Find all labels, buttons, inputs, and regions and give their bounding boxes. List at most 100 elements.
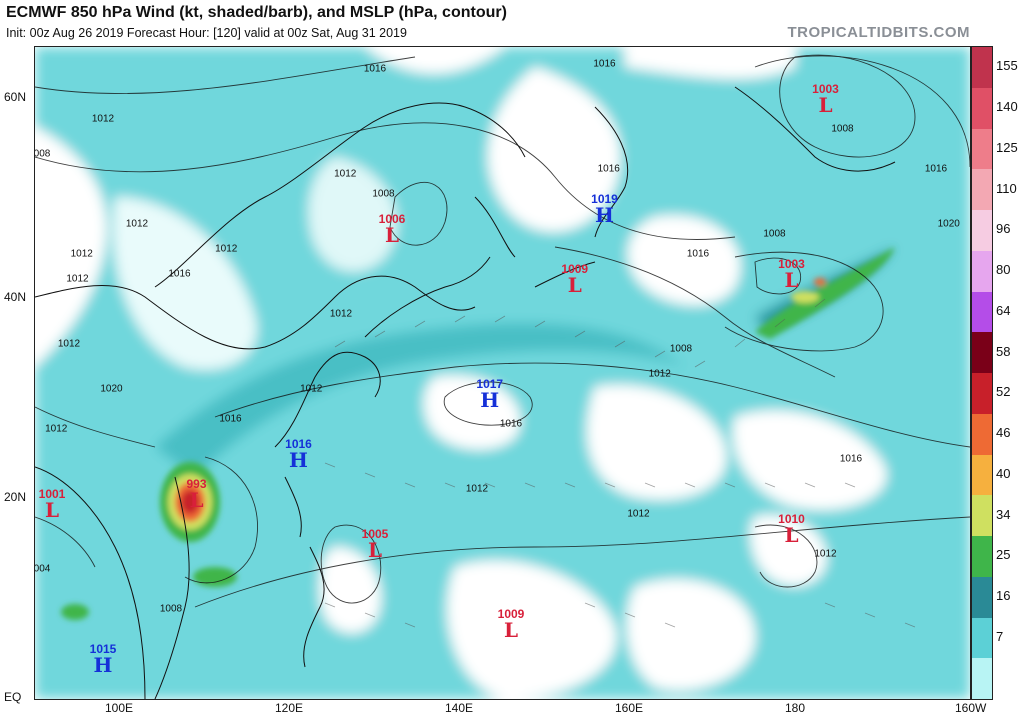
pressure-symbol: L <box>567 273 582 297</box>
high-center-12: 1015 H <box>90 643 117 675</box>
colorbar-segment <box>972 47 992 89</box>
colorbar-tick-label: 7 <box>996 628 1004 644</box>
low-center-10: 1010 L <box>778 513 805 545</box>
isobar-label: 1016 <box>924 163 948 175</box>
pressure-value: 993 <box>186 477 207 491</box>
isobar-label: 1008 <box>831 123 854 135</box>
isobar-label: 1008 <box>34 148 51 160</box>
low-center-4: 1009 L <box>561 263 588 295</box>
pressure-symbol: L <box>384 223 400 247</box>
colorbar-tick-label: 34 <box>996 506 1011 522</box>
pressure-value: 1006 <box>378 212 406 226</box>
pressure-symbol: L <box>784 268 799 292</box>
colorbar-segment <box>972 576 992 619</box>
pressure-symbol: L <box>367 538 383 562</box>
wind-colorbar <box>971 46 993 700</box>
isobar-label: 1008 <box>669 343 693 355</box>
lat-tick-label: 20N <box>4 490 27 504</box>
pressure-symbol: L <box>189 488 204 512</box>
isobar-label: 1012 <box>814 548 837 560</box>
isobar-label: 1012 <box>334 168 357 180</box>
low-center-0: 1003 L <box>812 83 839 115</box>
isobar-label: 1012 <box>66 273 89 285</box>
colorbar-tick-label: 140 <box>996 99 1018 115</box>
colorbar-tick-label: 52 <box>996 384 1011 400</box>
lat-tick-label: 40N <box>4 290 27 304</box>
pressure-value: 1009 <box>497 607 525 621</box>
colorbar-tick-label: 25 <box>996 547 1011 563</box>
lon-tick-label: 180 <box>785 701 806 715</box>
colorbar-tick-label: 64 <box>996 302 1011 318</box>
high-center-5: 1017 H <box>476 378 503 410</box>
isobar-label: 1012 <box>627 508 650 520</box>
colorbar-segment <box>972 658 992 699</box>
colorbar-tick-label: 46 <box>996 425 1011 441</box>
isobar-label: 1012 <box>70 248 93 260</box>
colorbar-tick-label: 16 <box>996 588 1011 604</box>
colorbar-segment <box>972 210 992 252</box>
lon-tick-label: 100E <box>105 701 134 715</box>
pressure-value: 1010 <box>778 512 805 526</box>
isobar-label: 1016 <box>593 58 616 70</box>
isobar-label: 1012 <box>91 113 115 125</box>
colorbar-tick-label: 155 <box>996 58 1018 74</box>
colorbar-tick-label: 125 <box>996 139 1018 155</box>
pressure-symbol: L <box>784 523 799 547</box>
pressure-value: 1017 <box>476 377 504 391</box>
isobar-label: 1008 <box>159 603 183 615</box>
low-center-2: 1006 L <box>379 213 406 245</box>
high-center-1: 1019 H <box>591 193 618 225</box>
chart-title: ECMWF 850 hPa Wind (kt, shaded/barb), an… <box>6 4 507 21</box>
chart-subtitle: Init: 00z Aug 26 2019 Forecast Hour: [12… <box>6 26 407 40</box>
map-panel: 1016 1016 1012 1008 1012 1008 1016 1012 1012 1012… <box>34 46 971 700</box>
lon-tick-label: 120E <box>275 701 304 715</box>
low-center-8: 1001 L <box>39 488 66 520</box>
pressure-value: 1019 <box>591 192 618 206</box>
lon-tick-label: 160E <box>615 701 644 715</box>
isobar-label: 1020 <box>937 218 960 230</box>
colorbar-tick-label: 110 <box>996 180 1017 196</box>
colorbar-segment <box>972 617 992 660</box>
isobar-label: 1016 <box>839 453 863 465</box>
colorbar-segment <box>972 413 992 456</box>
coastlines <box>35 86 896 699</box>
colorbar-segment <box>972 250 992 293</box>
colorbar-tick-label: 80 <box>996 262 1011 278</box>
isobar-label: 1012 <box>300 383 323 395</box>
wind-shading <box>35 47 970 699</box>
pressure-symbol: L <box>818 93 833 117</box>
pressure-symbol: H <box>93 653 113 677</box>
pressure-symbol: H <box>289 448 308 472</box>
map-canvas <box>35 47 970 699</box>
pressure-symbol: L <box>44 498 60 522</box>
isobar-label: 1012 <box>465 483 489 495</box>
colorbar-segment <box>972 332 992 374</box>
wind-barbs <box>324 298 916 628</box>
isobar-label: 1016 <box>499 418 523 430</box>
typhoon-core <box>61 247 895 620</box>
isobar-label: 1016 <box>219 413 242 425</box>
pressure-value: 1003 <box>778 257 805 271</box>
lat-tick-label: 60N <box>4 90 27 104</box>
lon-tick-label: 160W <box>955 701 987 715</box>
colorbar-tick-label: 96 <box>996 221 1011 237</box>
pressure-value: 1009 <box>561 262 589 276</box>
isobar-label: 1020 <box>100 383 123 395</box>
colorbar-segment <box>972 128 992 171</box>
low-center-3: 1003 L <box>778 258 805 290</box>
isobar-contours <box>35 54 970 608</box>
isobar-label: 1012 <box>648 368 671 380</box>
isobar-label: 1016 <box>363 63 387 75</box>
pressure-value: 1005 <box>361 527 389 541</box>
pressure-symbol: H <box>480 388 500 412</box>
pressure-value: 1016 <box>285 437 312 451</box>
isobar-label: 1004 <box>34 563 51 575</box>
colorbar-segment <box>972 373 992 415</box>
pressure-value: 1015 <box>89 642 117 656</box>
pressure-value: 1003 <box>812 82 839 96</box>
low-center-7: 993 L <box>186 478 206 510</box>
pressure-symbol: L <box>503 618 519 642</box>
low-center-9: 1005 L <box>362 528 389 560</box>
isobar-label: 1012 <box>57 338 81 350</box>
pressure-symbol: H <box>595 203 614 227</box>
